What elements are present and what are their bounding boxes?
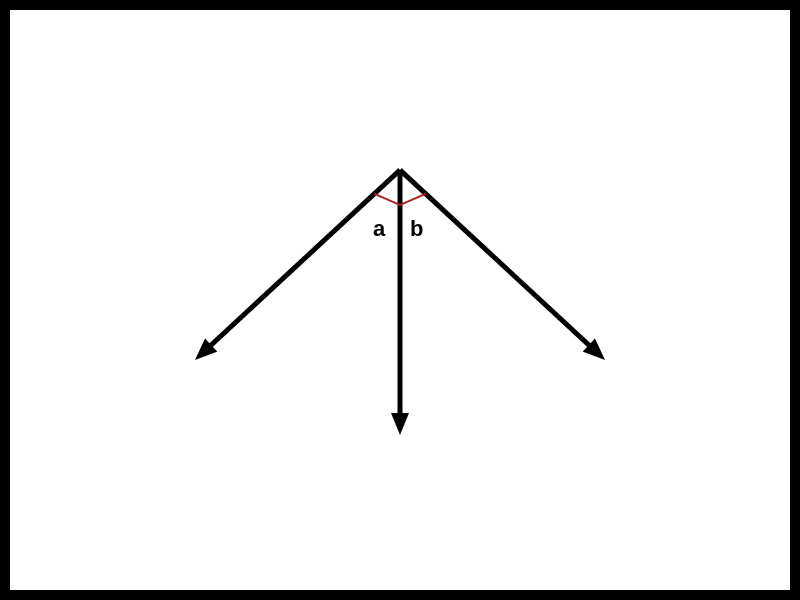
angle-label-a: a xyxy=(373,216,385,242)
diagram-frame: a b xyxy=(0,0,800,600)
angle-label-b: b xyxy=(410,216,423,242)
geometry-diagram xyxy=(0,0,800,600)
